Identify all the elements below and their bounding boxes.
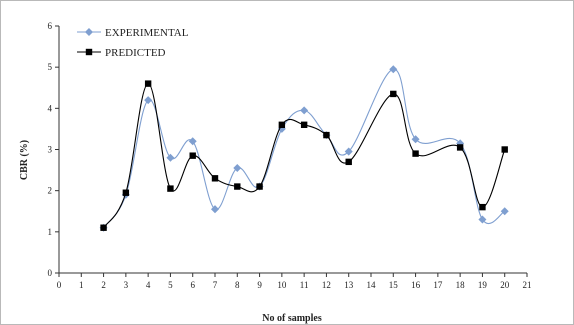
data-point-predicted: [100, 224, 107, 231]
x-tick-label: 9: [257, 280, 262, 290]
data-point-predicted: [278, 121, 286, 128]
y-tick-label: 0: [48, 268, 53, 278]
y-tick-label: 3: [48, 145, 53, 155]
x-tick-label: 1: [79, 280, 84, 290]
x-tick-label: 8: [235, 280, 240, 290]
x-axis-title: No of samples: [262, 313, 322, 324]
legend-label-predicted: PREDICTED: [105, 47, 166, 59]
data-point-predicted: [345, 158, 352, 166]
data-point-experimental: [478, 215, 487, 224]
legend-marker-predicted: [85, 48, 93, 56]
y-tick-label: 1: [48, 227, 53, 237]
data-point-experimental: [233, 164, 242, 173]
series-line-experimental: [103, 68, 506, 229]
data-point-predicted: [323, 131, 330, 139]
y-tick-label: 2: [48, 186, 53, 196]
data-point-predicted: [479, 203, 486, 211]
data-point-predicted: [122, 189, 130, 196]
data-point-predicted: [234, 183, 241, 190]
data-point-experimental: [144, 96, 153, 105]
data-point-experimental: [166, 153, 175, 162]
x-tick-label: 3: [124, 280, 129, 290]
data-point-predicted: [412, 150, 419, 157]
x-tick-label: 10: [277, 280, 287, 290]
x-tick-label: 2: [101, 280, 106, 290]
series-layer: [99, 65, 509, 232]
data-point-predicted: [256, 183, 263, 190]
x-tick-label: 18: [456, 280, 466, 290]
x-tick-label: 21: [523, 280, 532, 290]
x-tick-label: 16: [411, 280, 421, 290]
x-tick-label: 7: [213, 280, 218, 290]
x-tick-label: 11: [300, 280, 309, 290]
x-tick-label: 6: [190, 280, 195, 290]
data-point-predicted: [456, 144, 464, 151]
y-tick-label: 4: [48, 103, 53, 113]
data-point-predicted: [211, 175, 219, 182]
data-point-experimental: [300, 106, 309, 115]
data-point-experimental: [411, 135, 420, 144]
x-tick-label: 13: [344, 280, 354, 290]
x-tick-label: 0: [57, 280, 62, 290]
data-point-predicted: [189, 152, 196, 159]
data-point-experimental: [389, 65, 398, 74]
data-point-predicted: [501, 146, 508, 153]
x-tick-label: 4: [146, 280, 151, 290]
x-tick-label: 15: [389, 280, 399, 290]
x-tick-label: 5: [168, 280, 173, 290]
x-tick-label: 20: [500, 280, 510, 290]
series-predicted: [100, 80, 508, 231]
x-tick-label: 19: [478, 280, 488, 290]
data-point-predicted: [390, 90, 397, 98]
y-tick-label: 6: [48, 21, 53, 31]
data-point-experimental: [210, 205, 220, 214]
chart-legend: EXPERIMENTAL PREDICTED: [77, 27, 189, 59]
data-point-experimental: [188, 137, 197, 146]
legend-label-experimental: EXPERIMENTAL: [105, 27, 189, 39]
data-point-experimental: [344, 147, 353, 156]
series-line-predicted: [103, 83, 506, 229]
x-tick-label: 12: [322, 280, 331, 290]
y-axis-title: CBR (%): [19, 140, 30, 180]
y-tick-label: 5: [48, 62, 53, 72]
data-point-experimental: [500, 207, 509, 216]
x-tick-label: 17: [433, 280, 443, 290]
data-point-predicted: [300, 121, 308, 128]
legend-marker-experimental: [84, 27, 94, 37]
data-point-predicted: [167, 185, 174, 192]
x-tick-label: 14: [367, 280, 377, 290]
data-point-predicted: [144, 80, 152, 87]
